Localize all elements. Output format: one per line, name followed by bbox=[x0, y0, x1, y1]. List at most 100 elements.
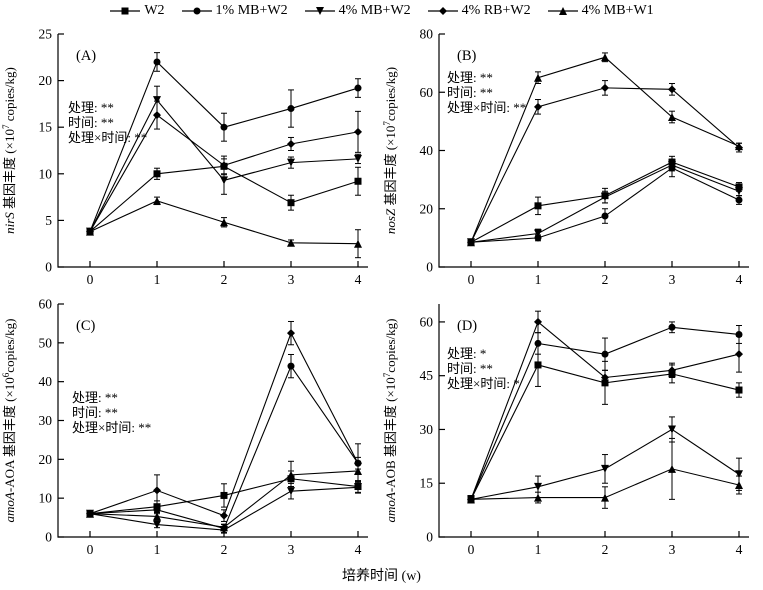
diamond-marker bbox=[735, 350, 743, 359]
y-tick-label: 25 bbox=[39, 27, 53, 42]
y-tick-label: 40 bbox=[39, 374, 53, 389]
panel-a-chart: 0 5 10 15 20 25 0 1 2 3 4 nirS 基因丰度 (×107 copies/kg… bbox=[1, 27, 368, 287]
panel-b-chart: 0 20 40 60 80 0 1 2 3 4 nosZ 基因丰度 (×107copies/kg) (… bbox=[382, 27, 749, 287]
y-tick-label: 15 bbox=[420, 476, 434, 491]
triangle-down-marker bbox=[735, 187, 743, 196]
triangle-down-marker bbox=[354, 154, 362, 163]
legend-item-1-mb-w2: 1% MB+W2 bbox=[181, 3, 288, 19]
diamond-marker bbox=[153, 111, 161, 120]
significance-annotation: 处理×时间: ** bbox=[68, 130, 147, 145]
y-tick-label: 30 bbox=[420, 422, 434, 437]
triangle-up-marker bbox=[735, 142, 743, 151]
y-axis-label: amoA-AOB 基因丰度 (×107copies/kg) bbox=[382, 319, 398, 523]
triangle-down-marker bbox=[601, 464, 609, 473]
x-axis-label: 培养时间 (w) bbox=[342, 569, 421, 584]
circle-marker bbox=[354, 84, 362, 92]
triangle-up-marker bbox=[86, 227, 94, 236]
significance-annotation: 时间: ** bbox=[68, 115, 114, 130]
diamond-marker bbox=[668, 366, 676, 375]
triangle-up-marker bbox=[354, 239, 362, 248]
y-tick-label: 0 bbox=[45, 530, 52, 545]
triangle-up-marker bbox=[558, 7, 567, 15]
legend-label: W2 bbox=[144, 3, 165, 18]
legend-item-w2: W2 bbox=[109, 3, 165, 19]
triangle-down-marker bbox=[287, 487, 295, 496]
y-tick-label: 60 bbox=[420, 314, 434, 329]
axes: 0 5 10 15 20 25 0 1 2 3 4 bbox=[39, 27, 368, 287]
x-tick-label: 2 bbox=[221, 272, 228, 287]
significance-annotation: 处理: ** bbox=[68, 100, 114, 115]
triangle-down-marker bbox=[534, 482, 542, 491]
x-tick-label: 0 bbox=[87, 542, 94, 557]
panel-letter: (D) bbox=[457, 318, 477, 334]
triangle-down-marker bbox=[601, 193, 609, 202]
square-marker bbox=[534, 361, 542, 369]
square-marker bbox=[287, 199, 295, 207]
axes: 0 15 30 45 60 0 1 2 3 4 bbox=[420, 304, 749, 557]
y-tick-label: 40 bbox=[420, 143, 434, 158]
series-4-rb-w2 bbox=[467, 310, 743, 504]
square-marker bbox=[735, 386, 743, 394]
x-tick-label: 1 bbox=[154, 542, 161, 557]
y-axis-label: amoA-AOA 基因丰度 (×106copies/kg) bbox=[1, 319, 17, 523]
x-tick-label: 1 bbox=[154, 272, 161, 287]
y-tick-label: 80 bbox=[420, 27, 434, 42]
triangle-up-marker bbox=[354, 466, 362, 475]
triangle-up-marker bbox=[220, 218, 228, 227]
y-axis-label: nosZ 基因丰度 (×107copies/kg) bbox=[382, 67, 398, 234]
triangle-down-marker bbox=[153, 520, 161, 529]
y-tick-label: 10 bbox=[39, 166, 53, 181]
x-tick-label: 2 bbox=[602, 272, 609, 287]
legend-item-4-mb-w1: 4% MB+W1 bbox=[547, 3, 654, 19]
significance-annotation: 处理: * bbox=[447, 346, 486, 361]
triangle-up-marker bbox=[86, 509, 94, 518]
panel-b: 0 20 40 60 80 0 1 2 3 4 nosZ 基因丰度 (×107copies/kg) (… bbox=[381, 24, 763, 294]
circle-marker bbox=[534, 339, 542, 347]
x-tick-label: 4 bbox=[355, 272, 362, 287]
triangle-up-marker bbox=[287, 470, 295, 479]
diamond-marker bbox=[601, 83, 609, 92]
square-legend-icon bbox=[110, 7, 141, 15]
y-tick-label: 0 bbox=[45, 260, 52, 275]
triangle-up-marker bbox=[534, 73, 542, 82]
circle-marker bbox=[668, 323, 676, 331]
series-4-mb-w1 bbox=[86, 196, 362, 259]
triangle-up-marker bbox=[153, 196, 161, 205]
series-4-mb-w2 bbox=[467, 158, 743, 247]
triangle-up-marker bbox=[534, 493, 542, 502]
square-marker bbox=[121, 7, 129, 15]
y-tick-label: 20 bbox=[420, 201, 434, 216]
triangle-down-marker bbox=[220, 176, 228, 185]
diamond-marker bbox=[438, 7, 447, 15]
diamond-marker bbox=[220, 161, 228, 170]
y-tick-label: 60 bbox=[420, 85, 434, 100]
y-axis-label: nirS 基因丰度 (×107 copies/kg) bbox=[1, 67, 17, 234]
y-tick-label: 50 bbox=[39, 335, 53, 350]
diamond-marker bbox=[601, 373, 609, 382]
circle-marker bbox=[153, 506, 161, 514]
significance-annotation: 处理×时间: ** bbox=[72, 420, 151, 435]
triangle-down-marker bbox=[668, 425, 676, 434]
triangle-down-marker bbox=[287, 158, 295, 167]
y-tick-label: 10 bbox=[39, 491, 53, 506]
series-4-mb-w1 bbox=[467, 52, 743, 247]
diamond-marker bbox=[287, 329, 295, 338]
triangle-up-marker bbox=[601, 53, 609, 62]
series-4-rb-w2 bbox=[86, 100, 362, 236]
y-tick-label: 60 bbox=[39, 297, 53, 312]
x-tick-label: 3 bbox=[669, 272, 676, 287]
triangle-up-marker bbox=[153, 512, 161, 521]
triangle-down-marker bbox=[153, 96, 161, 105]
triangle-down-legend-icon bbox=[304, 7, 335, 15]
triangle-down-marker bbox=[668, 161, 676, 170]
legend-label: 4% RB+W2 bbox=[461, 3, 531, 18]
square-marker bbox=[220, 491, 228, 499]
triangle-down-marker bbox=[534, 229, 542, 238]
x-tick-label: 0 bbox=[87, 272, 94, 287]
triangle-up-marker bbox=[601, 493, 609, 502]
x-tick-label: 0 bbox=[468, 542, 475, 557]
panel-d: 0 15 30 45 60 0 1 2 3 4 amoA-AOB 基因丰度 (×107copies/… bbox=[381, 294, 763, 564]
significance-annotation: 时间: ** bbox=[447, 85, 493, 100]
panel-c: 0 10 20 30 40 50 60 0 1 2 3 4 amoA-AOA 基因丰度 (×106cop… bbox=[0, 294, 382, 564]
y-tick-label: 20 bbox=[39, 452, 53, 467]
